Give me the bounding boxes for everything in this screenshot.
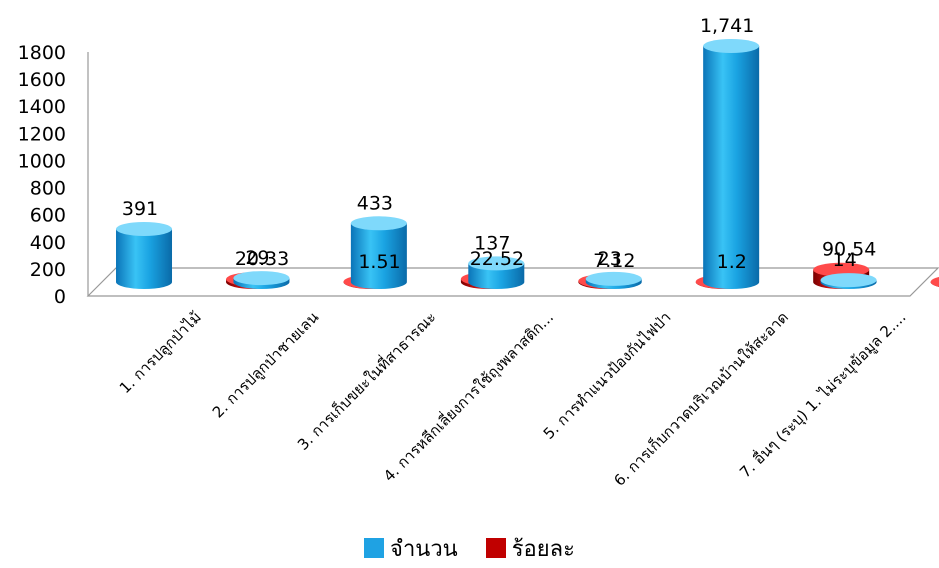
legend-swatch-percent — [485, 538, 506, 558]
bar-count-top — [585, 271, 642, 286]
data-label-count: 1,741 — [700, 15, 754, 37]
y-tick-label: 1800 — [18, 42, 66, 64]
bar-count-top — [350, 216, 407, 231]
data-label-count: 137 — [474, 232, 510, 254]
data-label-count: 23 — [598, 248, 622, 270]
y-tick-label: 1000 — [18, 150, 66, 172]
chart-floor — [86, 267, 939, 297]
legend-swatch-count — [364, 538, 385, 558]
bar-count — [703, 45, 760, 290]
legend-label-percent: ร้อยละ — [511, 536, 575, 562]
category-label: 2. การปลูกป่าชายเลน — [209, 308, 322, 421]
category-label: 1. การปลูกป่าไม้ — [116, 308, 205, 397]
bar-count-top — [468, 256, 525, 271]
data-label-percent: 1.51 — [358, 251, 400, 273]
data-label-percent: 7.12 — [593, 250, 635, 272]
y-tick-label: 1400 — [18, 96, 66, 118]
y-tick-label: 400 — [30, 232, 66, 254]
bar-count-top — [703, 38, 760, 53]
y-tick-label: 0 — [54, 286, 66, 308]
legend-item-count: จำนวน — [364, 531, 458, 566]
legend-label-count: จำนวน — [390, 536, 458, 562]
bar-count-top — [233, 271, 290, 286]
bar-count — [116, 228, 173, 290]
bar-count — [468, 263, 525, 289]
y-tick-labels: 0 200 400 600 800 1000 1200 1400 1600 1800 — [18, 42, 66, 308]
legend-item-percent: ร้อยละ — [485, 531, 575, 566]
bar-count — [350, 223, 407, 290]
legend: จำนวน ร้อยละ — [0, 530, 939, 566]
y-tick-label: 600 — [30, 205, 66, 227]
data-label-percent: 90.54 — [822, 239, 876, 261]
bar-count-top — [820, 273, 877, 288]
axes — [86, 52, 939, 297]
y-tick-label: 1200 — [18, 123, 66, 145]
data-label-percent: 1.2 — [717, 251, 747, 273]
data-label-count: 433 — [357, 192, 393, 214]
data-label-percent: 22.52 — [470, 248, 524, 270]
data-label-count: 29 — [245, 247, 269, 269]
bars — [116, 38, 939, 290]
data-label-percent: 20.33 — [235, 248, 289, 270]
y-tick-label: 200 — [30, 259, 66, 281]
category-label: 5. การทำแนวป้องกันไฟป่า — [540, 308, 675, 443]
data-label-count: 14 — [832, 249, 856, 271]
bar-chart: 0 200 400 600 800 1000 1200 1400 1600 1800 391 20.… — [18, 15, 939, 490]
bar-count-top — [116, 221, 173, 236]
data-label-count: 391 — [122, 198, 158, 220]
category-label: 3. การเก็บขยะในที่สาธารณะ — [293, 307, 440, 454]
bar-percent-top — [930, 276, 939, 287]
y-tick-label: 800 — [30, 178, 66, 200]
y-tick-label: 1600 — [18, 69, 66, 91]
bar-percent-top — [813, 262, 870, 277]
